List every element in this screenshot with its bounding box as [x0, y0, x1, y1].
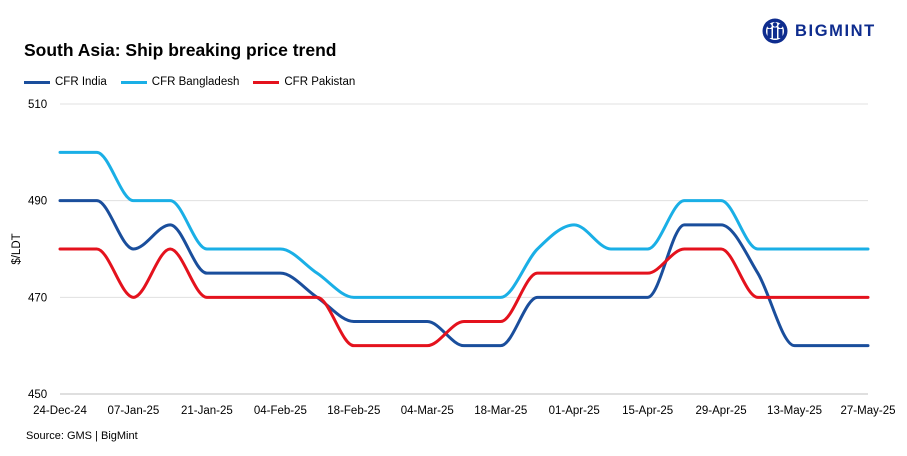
bigmint-logo-icon	[762, 18, 788, 44]
legend-swatch-cfr-india	[24, 80, 50, 84]
bigmint-logo: BIGMINT	[761, 16, 876, 46]
x-tick-label: 13-May-25	[767, 405, 822, 417]
chart-title: South Asia: Ship breaking price trend	[24, 40, 337, 60]
series-line-cfr-india	[58, 199, 870, 348]
legend-swatch-cfr-bangladesh	[120, 80, 147, 84]
legend-label-cfr-bangladesh: CFR Bangladesh	[151, 76, 240, 88]
series-line-cfr-bangladesh	[58, 150, 870, 299]
y-tick-label: 490	[28, 196, 47, 208]
x-tick-label: 01-Apr-25	[549, 405, 600, 417]
y-tick-label: 450	[28, 389, 47, 401]
series-line-cfr-pakistan	[58, 247, 870, 348]
x-tick-label: 15-Apr-25	[622, 405, 673, 417]
legend-item-cfr-bangladesh: CFR Bangladesh	[120, 76, 240, 88]
brand-name: BIGMINT	[795, 21, 876, 40]
x-tick-label: 04-Mar-25	[401, 405, 454, 417]
chart-legend: CFR India CFR Bangladesh CFR Pakistan	[24, 75, 369, 89]
y-tick-label: 470	[28, 292, 47, 304]
y-tick-label: 510	[28, 99, 47, 111]
legend-label-cfr-india: CFR India	[55, 76, 107, 88]
x-tick-label: 24-Dec-24	[33, 405, 87, 417]
x-tick-label: 29-Apr-25	[696, 405, 747, 417]
x-tick-label: 18-Feb-25	[327, 405, 380, 417]
legend-label-cfr-pakistan: CFR Pakistan	[284, 76, 356, 88]
legend-swatch-cfr-pakistan	[253, 80, 280, 84]
line-chart: 450 470 490 510 $/LDT 24-Dec-24 07-Jan-25 21-Ja…	[11, 99, 896, 417]
x-tick-label: 21-Jan-25	[181, 405, 233, 417]
source-note: Source: GMS | BigMint	[26, 430, 138, 442]
legend-item-cfr-pakistan: CFR Pakistan	[253, 76, 355, 88]
x-tick-label: 18-Mar-25	[474, 405, 527, 417]
x-tick-label: 27-May-25	[841, 405, 896, 417]
legend-item-cfr-india: CFR India	[24, 76, 107, 88]
y-axis-label: $/LDT	[11, 233, 23, 264]
x-tick-label: 04-Feb-25	[254, 405, 307, 417]
x-tick-label: 07-Jan-25	[108, 405, 160, 417]
